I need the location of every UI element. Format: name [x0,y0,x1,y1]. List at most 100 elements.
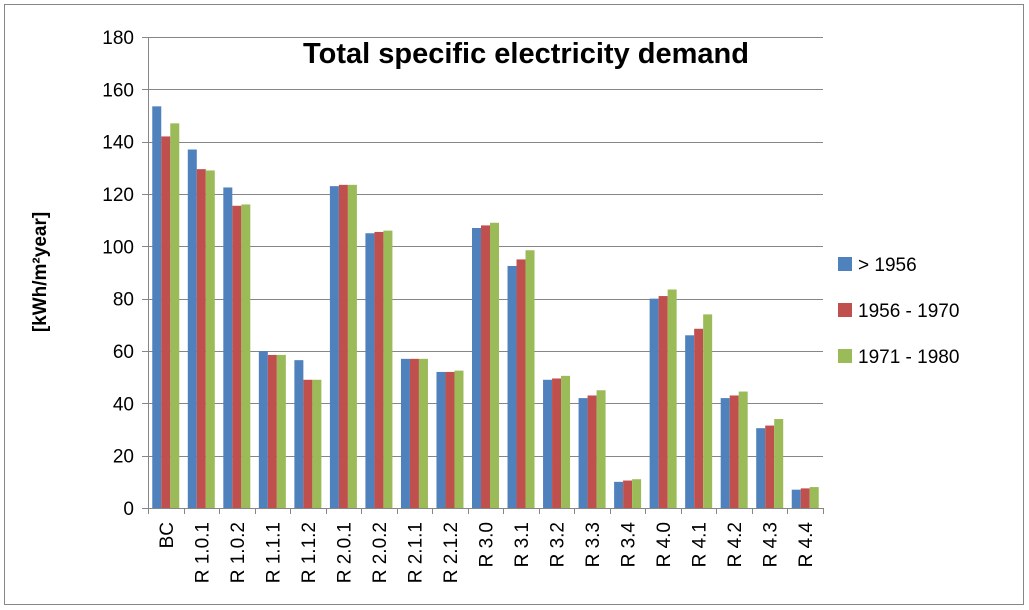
bar [347,184,357,508]
x-tick-label: R 1.1.1 [263,522,284,583]
bar [774,419,784,508]
x-tick-label: R 3.2 [548,522,569,567]
bar [170,123,180,508]
x-tick-label: R 3.3 [583,522,604,567]
x-tick-label: R 3.1 [512,522,533,567]
x-tick-label: R 1.0.2 [228,522,249,583]
x-tick-label: R 3.4 [619,522,640,568]
bar [241,204,251,508]
y-tick-label: 180 [102,28,134,49]
bar [383,230,393,508]
bar [587,395,597,508]
legend-swatch [838,257,852,271]
y-tick-label: 120 [102,185,134,206]
x-tick-label: R 1.0.1 [192,522,213,583]
x-tick-label: BC [157,522,178,548]
bar [632,479,642,508]
bar [507,265,517,508]
y-tick-label: 40 [113,394,134,415]
bar [267,354,277,508]
x-tick-label: R 4.0 [654,522,675,567]
x-tick-label: R 2.0.1 [334,522,355,583]
y-tick-label: 20 [113,447,134,468]
x-tick-label: R 2.1.2 [441,522,462,583]
bar [329,186,339,508]
bar [809,487,819,508]
x-tick-label: R 2.0.2 [370,522,391,583]
bar [338,184,348,508]
bar [481,225,490,508]
legend: > 1956 1956 - 1970 1971 - 1980 [838,255,959,368]
bar [400,358,410,508]
bar [623,480,633,508]
bar [694,328,704,508]
bar [205,170,215,508]
bar [409,358,419,508]
y-tick-label: 160 [102,80,134,101]
chart-title: Total specific electricity demand [303,38,749,70]
bar [258,351,268,508]
y-tick-label: 100 [102,237,134,258]
x-tick-label: R 4.1 [690,522,711,567]
x-tick-label: R 4.2 [725,522,746,567]
bar [765,425,775,508]
bar [800,488,810,508]
bar [649,298,659,508]
bar [729,395,739,508]
bar [232,205,242,508]
x-tick-labels: BC R 1.0.1 R 1.0.2 R 1.1.1 R 1.1.2 R 2.0.1 R 2… [157,522,817,584]
legend-label: 1971 - 1980 [858,347,959,368]
bar [223,187,233,509]
legend-label: 1956 - 1970 [858,301,959,322]
bar [720,398,730,508]
bar [454,370,464,508]
y-tick-label: 80 [113,290,134,311]
bar [525,250,535,508]
bar [658,296,668,508]
bar [578,398,588,508]
x-tick-label: R 1.1.2 [299,522,320,583]
bar [791,489,801,508]
x-tick-label: R 4.4 [796,522,817,568]
y-axis-label: [kWh/m²year] [30,212,51,332]
bar [667,289,677,508]
bar [490,222,499,509]
bars [152,106,819,509]
x-tick-label: R 2.1.1 [405,522,426,583]
legend-swatch [838,349,852,363]
y-tick-labels: 0 20 40 60 80 100 120 140 160 180 [102,28,134,520]
bar [374,231,384,509]
bar [472,228,481,508]
bar [365,233,375,508]
bar [561,375,571,508]
y-tick-label: 60 [113,342,134,363]
y-tick-label: 140 [102,133,134,154]
bar [738,391,748,508]
bar [756,428,766,508]
bar [161,136,171,508]
bar [596,390,606,508]
bar [303,379,313,508]
bar [685,335,695,508]
bar [276,354,286,508]
x-tick-label: R 4.3 [761,522,782,567]
legend-label: > 1956 [858,255,917,276]
axes [142,37,824,514]
y-tick-label: 0 [123,499,134,520]
bar [703,314,713,508]
bar [516,259,526,508]
bar [312,379,322,508]
bar [614,481,624,508]
bar [445,371,455,508]
bar [543,379,553,508]
bar [196,169,206,508]
bar [418,358,428,508]
x-tick-label: R 3.0 [477,522,498,567]
bar [294,360,304,508]
bar [436,371,446,508]
bar [552,378,562,508]
bar [187,149,197,508]
legend-swatch [838,303,852,317]
bar [152,106,162,508]
